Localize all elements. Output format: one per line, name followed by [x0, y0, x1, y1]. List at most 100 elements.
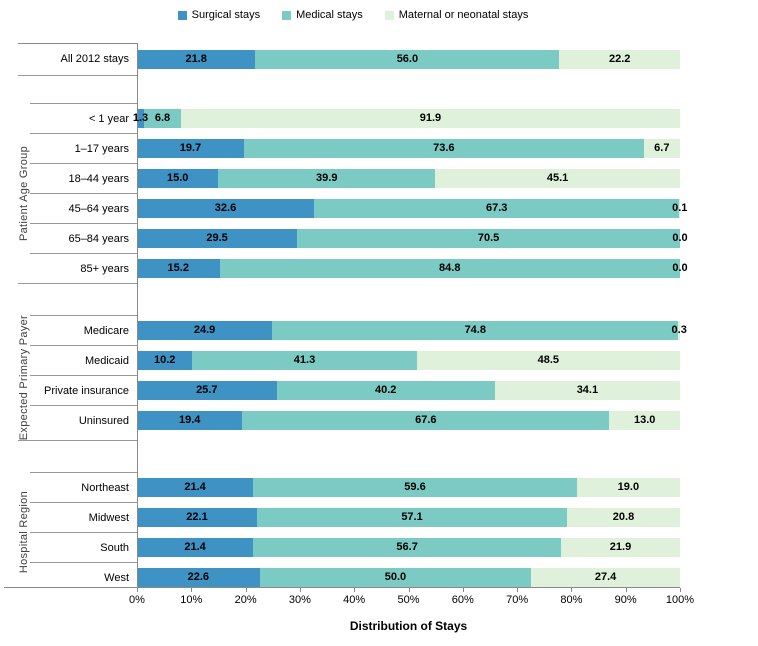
group-label: Patient Age Group [18, 145, 30, 241]
data-label: 0.3 [671, 324, 687, 336]
group-spacer [18, 75, 680, 103]
bar-segment-maternal: 21.9 [561, 537, 680, 557]
data-label: 20.8 [612, 511, 635, 524]
group-label [18, 43, 30, 75]
legend: Surgical stays Medical stays Maternal or n… [0, 9, 732, 21]
data-label: 10.2 [153, 354, 176, 366]
bar-segment-maternal: 6.7 [643, 138, 680, 158]
data-label: 6.8 [154, 112, 171, 124]
data-label: 56.0 [396, 53, 419, 65]
data-label: 48.5 [537, 354, 559, 366]
bar-segment-maternal: 45.1 [435, 168, 680, 188]
stacked-bar: 21.8 56.0 22.2 [137, 49, 680, 69]
bar-segment-maternal: 0.1 [672, 198, 687, 218]
x-axis-tick [517, 588, 519, 592]
stacked-bar: 15.0 39.9 45.1 [137, 168, 680, 188]
bar-segment-maternal: 27.4 [531, 567, 680, 587]
x-axis-tick [137, 588, 138, 592]
bar-segment-medical: 57.1 [257, 507, 568, 527]
category-label: Uninsured [30, 405, 137, 435]
category-label: < 1 year [30, 103, 137, 133]
data-label: 73.6 [433, 142, 455, 154]
category-label: 45–64 years [30, 193, 137, 223]
legend-swatch-icon [282, 10, 292, 20]
data-label: 6.7 [654, 142, 670, 154]
bar-segment-maternal: 19.0 [576, 477, 680, 497]
bar-segment-medical: 67.3 [314, 198, 680, 218]
group-spacer [18, 440, 680, 472]
bar-segment-medical: 56.7 [253, 537, 562, 557]
category-group: Patient Age Group < 1 year 1.3 6.8 91.9 1–17 … [18, 103, 688, 283]
category-row: 45–64 years 32.6 67.3 0.1 [30, 193, 687, 223]
legend-item-maternal: Maternal or neonatal stays [384, 9, 529, 21]
data-label: 19.0 [617, 481, 640, 494]
category-label: 1–17 years [30, 133, 137, 163]
data-label: 21.4 [184, 481, 206, 494]
bar-segment-maternal: 91.9 [180, 108, 680, 128]
stacked-bar: 24.9 74.8 0.3 [137, 320, 687, 340]
category-label: 65–84 years [30, 223, 137, 253]
data-label: 74.8 [464, 324, 486, 336]
category-row: Medicare 24.9 74.8 0.3 [30, 315, 687, 345]
bar-segment-surgical: 19.4 [137, 410, 243, 430]
group-label: Hospital Region [18, 491, 30, 574]
category-row: West 22.6 50.0 27.4 [30, 562, 680, 592]
category-row: South 21.4 56.7 21.9 [30, 532, 680, 562]
stacked-bar: 1.3 6.8 91.9 [133, 108, 680, 128]
data-label: 27.4 [594, 571, 617, 584]
data-label: 56.7 [396, 541, 418, 554]
bar-segment-maternal: 0.3 [672, 320, 687, 340]
category-row: Midwest 22.1 57.1 20.8 [30, 502, 680, 532]
data-label: 22.2 [608, 53, 631, 65]
data-label: 0.1 [672, 202, 688, 214]
x-axis-tick-label: 60% [451, 594, 474, 606]
legend-label: Maternal or neonatal stays [398, 9, 529, 21]
x-axis-tick [245, 588, 247, 592]
data-label: 70.5 [477, 232, 500, 244]
y-axis-line [137, 43, 138, 588]
data-label: 29.5 [206, 232, 228, 244]
bar-segment-medical: 70.5 [297, 228, 680, 248]
data-label: 39.9 [316, 172, 338, 184]
category-row: 18–44 years 15.0 39.9 45.1 [30, 163, 680, 193]
x-axis-tick-label: 0% [129, 594, 145, 606]
data-label: 13.0 [633, 414, 656, 426]
category-label: Medicare [30, 315, 137, 345]
data-label: 57.1 [401, 511, 423, 524]
data-label: 0.0 [672, 262, 688, 274]
bar-segment-surgical: 15.0 [137, 168, 219, 188]
category-group: Expected Primary Payer Medicare 24.9 74.8 0.… [18, 315, 687, 440]
bar-segment-medical: 50.0 [259, 567, 532, 587]
category-row: Private insurance 25.7 40.2 34.1 [30, 375, 680, 405]
category-label: 85+ years [30, 253, 137, 283]
category-group: All 2012 stays 21.8 56.0 22.2 [18, 43, 680, 75]
data-label: 59.6 [404, 481, 426, 494]
stacked-bar: 22.6 50.0 27.4 [137, 567, 680, 587]
legend-swatch-icon [384, 10, 394, 20]
x-axis-tick-label: 30% [288, 594, 311, 606]
bar-segment-medical: 56.0 [255, 49, 560, 69]
stacked-bar: 22.1 57.1 20.8 [137, 507, 680, 527]
bar-segment-surgical: 21.4 [137, 477, 254, 497]
bar-segment-surgical: 10.2 [137, 350, 193, 370]
x-axis-tick [354, 588, 356, 592]
stacked-bar: 21.4 56.7 21.9 [137, 537, 680, 557]
x-axis-tick [299, 588, 301, 592]
data-label: 15.2 [167, 262, 189, 274]
plot-top-boundary-line [18, 43, 137, 44]
legend-item-surgical: Surgical stays [177, 9, 260, 21]
category-row: 85+ years 15.2 84.8 0.0 [30, 253, 688, 283]
bar-segment-maternal: 13.0 [609, 410, 680, 430]
category-row: All 2012 stays 21.8 56.0 22.2 [30, 43, 680, 75]
bar-segment-surgical: 21.4 [137, 537, 254, 557]
x-axis-tick-label: 50% [397, 594, 420, 606]
category-row: Northeast 21.4 59.6 19.0 [30, 472, 680, 502]
bar-segment-surgical: 15.2 [137, 258, 220, 278]
data-label: 91.9 [419, 112, 442, 124]
legend-swatch-icon [177, 10, 187, 20]
x-axis-tick-label: 100% [665, 594, 695, 606]
category-label: Medicaid [30, 345, 137, 375]
data-label: 21.8 [185, 53, 207, 65]
x-axis-tick-label: 40% [343, 594, 366, 606]
data-label: 21.9 [609, 541, 632, 554]
